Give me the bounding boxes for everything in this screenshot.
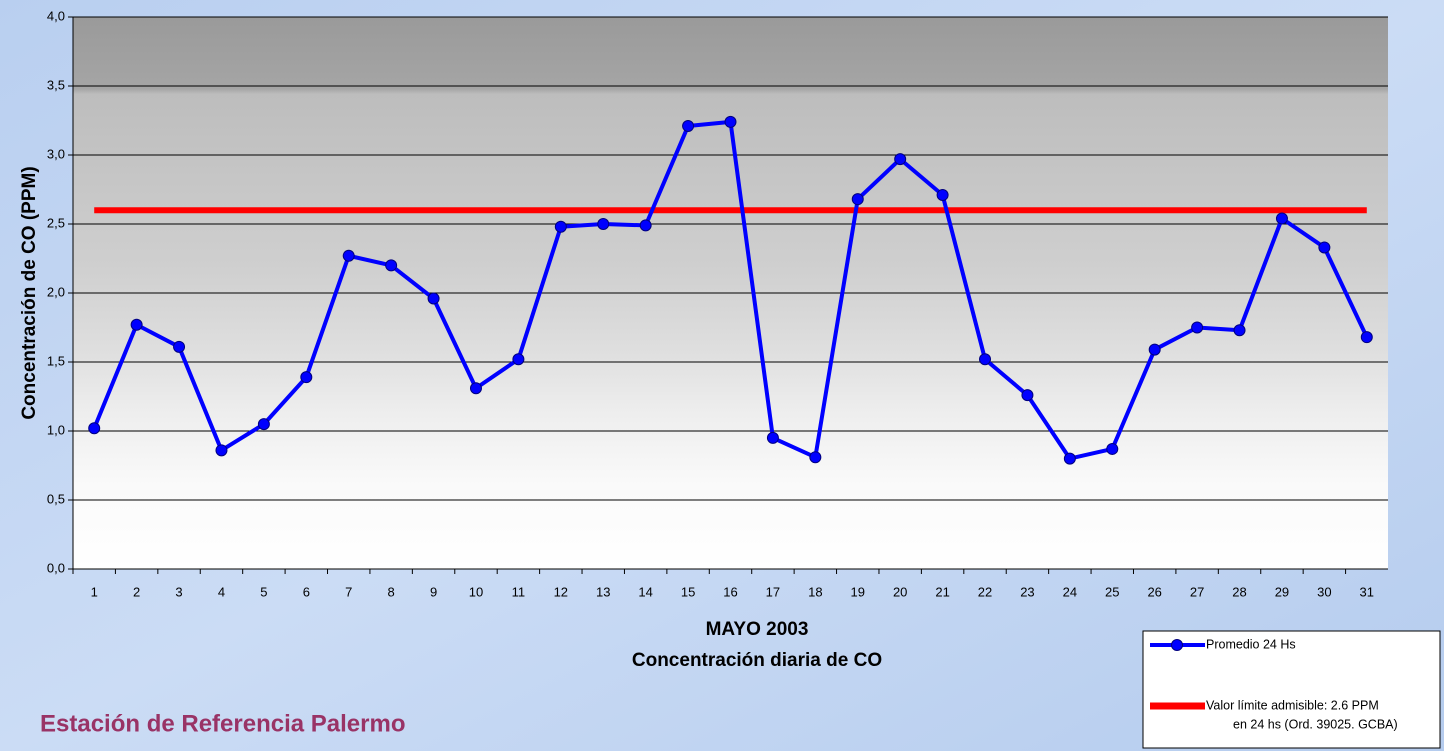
point — [895, 154, 906, 165]
point — [258, 419, 269, 430]
x-tick-label: 1 — [91, 584, 98, 599]
point — [767, 432, 778, 443]
page: {"chart_data": {"type": "line", "title":… — [0, 0, 1444, 751]
x-tick-label: 26 — [1147, 584, 1161, 599]
chart-title: MAYO 2003 — [706, 619, 809, 640]
point — [513, 354, 524, 365]
legend-label: Promedio 24 Hs — [1206, 637, 1296, 651]
x-tick-label: 31 — [1360, 584, 1374, 599]
y-tick-label: 1,0 — [47, 422, 65, 437]
x-tick-label: 25 — [1105, 584, 1119, 599]
y-tick-label: 3,5 — [47, 77, 65, 92]
chart: Concentración de CO (PPM) MAYO 2003 Conc… — [0, 0, 1444, 751]
x-tick-label: 21 — [935, 584, 949, 599]
point — [1234, 325, 1245, 336]
x-tick-label: 27 — [1190, 584, 1204, 599]
point — [428, 293, 439, 304]
point — [216, 445, 227, 456]
point — [1276, 213, 1287, 224]
point — [343, 250, 354, 261]
point — [386, 260, 397, 271]
x-tick-label: 7 — [345, 584, 352, 599]
y-tick-label: 0,0 — [47, 560, 65, 575]
x-tick-label: 17 — [766, 584, 780, 599]
point — [598, 219, 609, 230]
point — [683, 121, 694, 132]
y-tick-label: 4,0 — [47, 8, 65, 23]
x-tick-label: 19 — [851, 584, 865, 599]
legend-label: en 24 hs (Ord. 39025. GCBA) — [1233, 717, 1398, 731]
point — [1319, 242, 1330, 253]
point — [980, 354, 991, 365]
point — [174, 341, 185, 352]
x-tick-label: 11 — [512, 584, 526, 599]
x-tick-label: 8 — [388, 584, 395, 599]
x-tick-label: 14 — [638, 584, 652, 599]
y-tick-label: 0,5 — [47, 491, 65, 506]
x-tick-label: 12 — [554, 584, 568, 599]
footer: Estación de Referencia Palermo — [40, 710, 405, 737]
point — [810, 452, 821, 463]
point — [1064, 453, 1075, 464]
x-tick-label: 18 — [808, 584, 822, 599]
x-tick-label: 6 — [303, 584, 310, 599]
chart-subtitle: Concentración diaria de CO — [632, 650, 882, 671]
point — [937, 190, 948, 201]
point — [1361, 332, 1372, 343]
x-tick-label: 9 — [430, 584, 437, 599]
x-tick-label: 24 — [1063, 584, 1077, 599]
point — [1192, 322, 1203, 333]
x-tick-label: 4 — [218, 584, 225, 599]
point — [725, 116, 736, 127]
y-tick-label: 2,0 — [47, 284, 65, 299]
x-tick-label: 15 — [681, 584, 695, 599]
point — [1149, 344, 1160, 355]
x-tick-label: 22 — [978, 584, 992, 599]
point — [301, 372, 312, 383]
y-axis-label: Concentración de CO (PPM) — [19, 166, 40, 419]
point — [89, 423, 100, 434]
y-tick-label: 1,5 — [47, 353, 65, 368]
x-tick-label: 28 — [1232, 584, 1246, 599]
x-tick-label: 29 — [1275, 584, 1289, 599]
x-tick-label: 16 — [723, 584, 737, 599]
x-tick-label: 10 — [469, 584, 483, 599]
x-tick-label: 20 — [893, 584, 907, 599]
legend-label: Valor límite admisible: 2.6 PPM — [1206, 698, 1379, 712]
point — [131, 319, 142, 330]
point — [470, 383, 481, 394]
x-tick-label: 23 — [1020, 584, 1034, 599]
x-tick-label: 2 — [133, 584, 140, 599]
point — [852, 194, 863, 205]
x-tick-label: 13 — [596, 584, 610, 599]
point — [1022, 390, 1033, 401]
x-tick-label: 5 — [260, 584, 267, 599]
legend-marker — [1172, 640, 1183, 651]
x-tick-label: 3 — [175, 584, 182, 599]
y-tick-label: 2,5 — [47, 215, 65, 230]
y-tick-label: 3,0 — [47, 146, 65, 161]
point — [640, 220, 651, 231]
point — [555, 221, 566, 232]
x-tick-label: 30 — [1317, 584, 1331, 599]
point — [1107, 443, 1118, 454]
